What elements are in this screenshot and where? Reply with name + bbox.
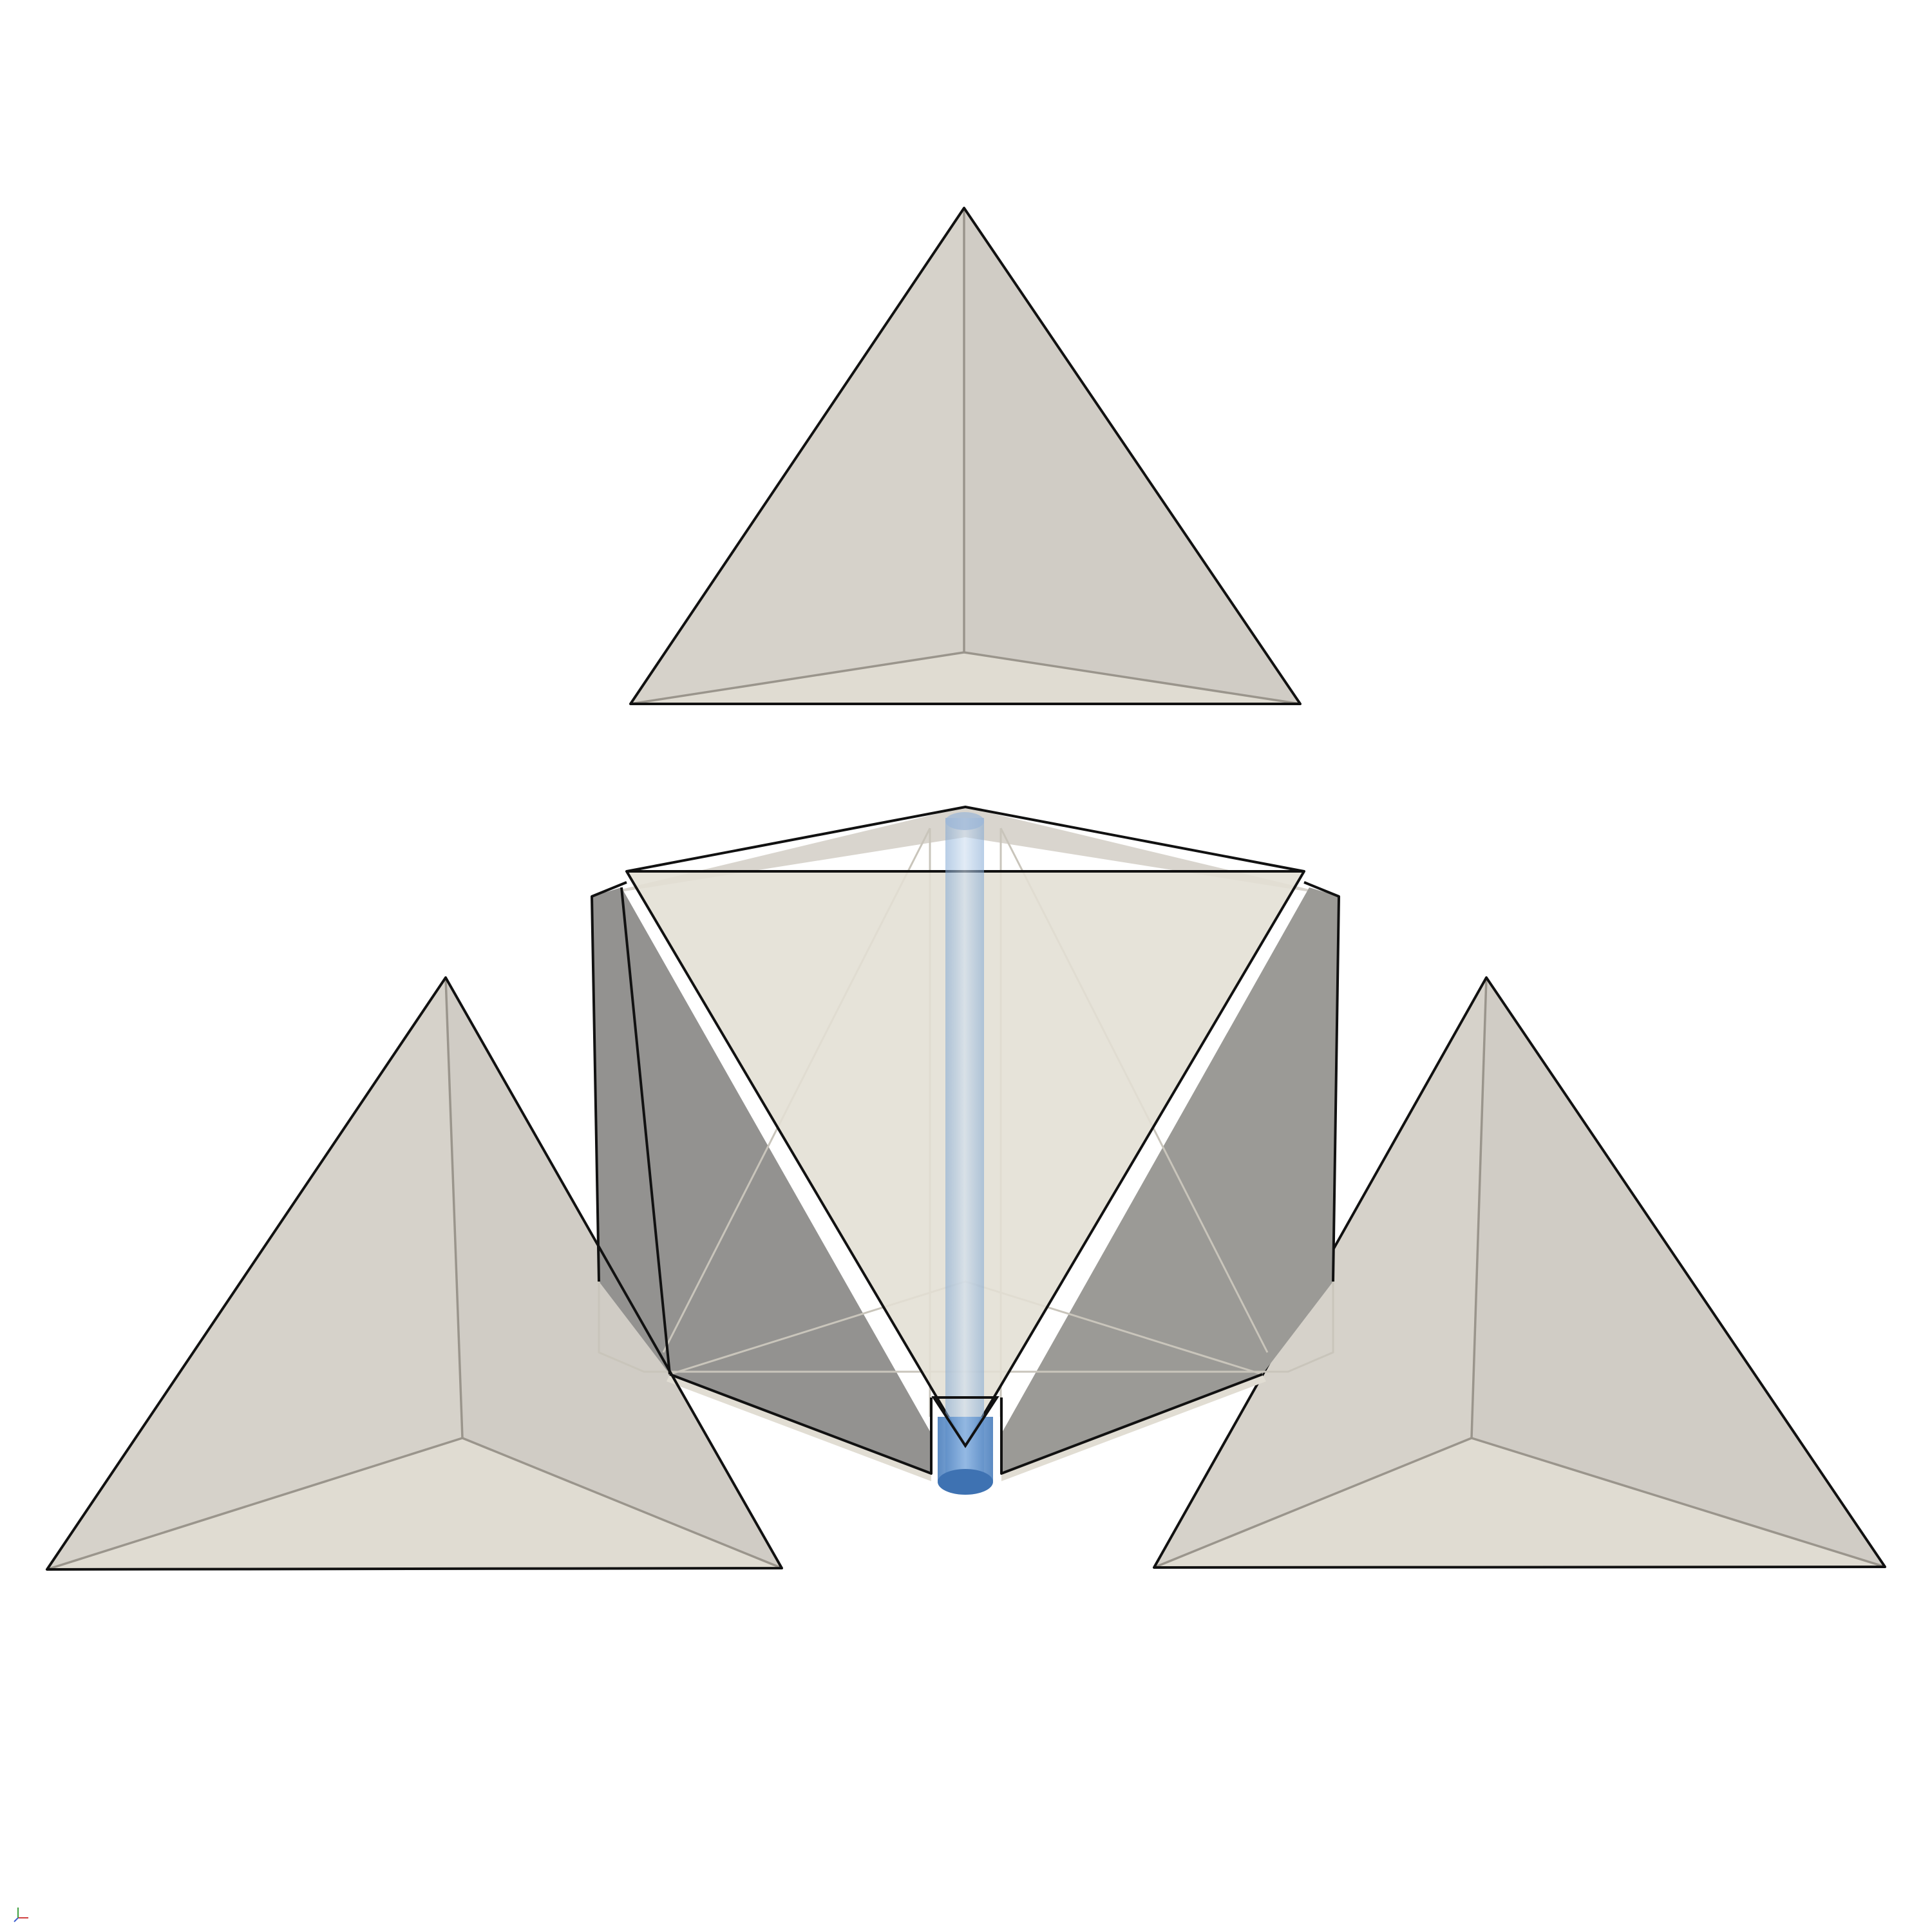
rod-bottom-cap	[938, 1469, 993, 1495]
prism-outline	[626, 806, 1305, 873]
top-tetrahedron[interactable]	[629, 207, 1302, 705]
right-tetra-right-face	[1472, 978, 1885, 1567]
prism-right-outline	[1303, 881, 1340, 1282]
axis-z-icon	[14, 1917, 19, 1922]
prism-base-outline	[1000, 1373, 1263, 1475]
blue-rod[interactable]	[931, 812, 999, 1495]
right-tetra-inner-edge	[1470, 977, 1488, 1439]
left-tetra-outline	[46, 976, 783, 1571]
prism-base-rim-right	[1001, 1374, 1266, 1481]
left-tetra-inner-edge	[462, 1437, 782, 1569]
top-tetra-bottom-face	[630, 652, 1300, 704]
prism-inner-left-edge	[620, 887, 671, 1375]
right-tetra-inner-edge	[1471, 1437, 1886, 1568]
prism-base-rim	[667, 1374, 931, 1481]
rod-top-cap	[945, 812, 984, 830]
right-tetra-bottom-face	[1154, 1438, 1885, 1567]
left-tetra-inner-edge	[444, 977, 464, 1439]
left-tetra-bottom-face	[47, 1438, 782, 1569]
top-tetra-inner-edge	[630, 651, 965, 705]
prism-base-outline	[669, 1373, 933, 1475]
top-tetra-inner-edge	[963, 651, 1301, 705]
prism-left-outline	[591, 881, 627, 1282]
right-tetra-inner-edge	[1153, 1437, 1472, 1569]
prism-front-tip	[931, 1396, 999, 1448]
axis-triad	[14, 1908, 28, 1922]
rod-body	[945, 818, 984, 1481]
left-tetra-inner-edge	[46, 1437, 463, 1571]
left-tetra-left-face	[47, 978, 462, 1569]
top-tetra-outline	[629, 207, 1302, 705]
